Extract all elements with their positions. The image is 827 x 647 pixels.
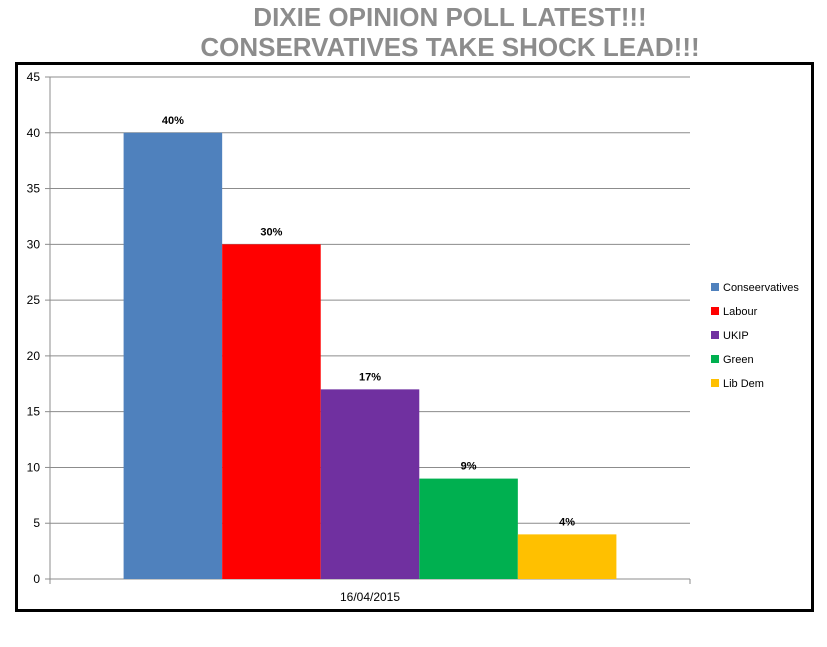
bar-ukip [320, 389, 420, 579]
y-tick-label: 45 [27, 70, 41, 84]
legend: Conseervatives Labour UKIP Green Lib Dem [711, 282, 799, 390]
legend-label: Green [723, 354, 754, 366]
bar-conseervatives [123, 132, 223, 579]
data-label: 4% [559, 516, 575, 528]
y-tick-label: 10 [27, 460, 41, 474]
axes: 0 5 10 15 20 25 30 35 40 45 16/04/2015 [27, 70, 691, 604]
y-tick-label: 5 [33, 516, 40, 530]
y-tick-label: 30 [27, 237, 41, 251]
legend-swatch [711, 283, 719, 291]
legend-swatch [711, 307, 719, 315]
chart-title-line-2: CONSERVATIVES TAKE SHOCK LEAD!!! [200, 32, 700, 62]
chart-title-line-1: DIXIE OPINION POLL LATEST!!! [253, 2, 647, 32]
bars [123, 132, 617, 580]
data-label: 30% [260, 226, 282, 238]
x-category-label: 16/04/2015 [340, 590, 400, 604]
bar-lib-dem [517, 534, 617, 579]
y-tick-label: 20 [27, 349, 41, 363]
legend-swatch [711, 355, 719, 363]
data-label: 40% [162, 115, 184, 127]
y-tick-label: 35 [27, 182, 41, 196]
y-tick-label: 0 [33, 572, 40, 586]
bar-green [419, 478, 518, 579]
bar-chart: 0 5 10 15 20 25 30 35 40 45 16/04/2015 40% 30% 17% 9%… [27, 70, 800, 604]
y-tick-label: 15 [27, 405, 41, 419]
bar-labour [222, 244, 321, 580]
chart-area: 0 5 10 15 20 25 30 35 40 45 16/04/2015 40% 30% 17% 9%… [15, 62, 814, 612]
legend-swatch [711, 331, 719, 339]
legend-label: Labour [723, 306, 758, 318]
legend-label: Conseervatives [723, 282, 799, 294]
legend-label: UKIP [723, 330, 749, 342]
data-label: 17% [359, 371, 381, 383]
data-label: 9% [461, 461, 477, 473]
legend-swatch [711, 379, 719, 387]
data-labels: 40% 30% 17% 9% 4% [162, 115, 575, 529]
legend-label: Lib Dem [723, 378, 764, 390]
y-tick-label: 40 [27, 126, 41, 140]
y-tick-label: 25 [27, 293, 41, 307]
